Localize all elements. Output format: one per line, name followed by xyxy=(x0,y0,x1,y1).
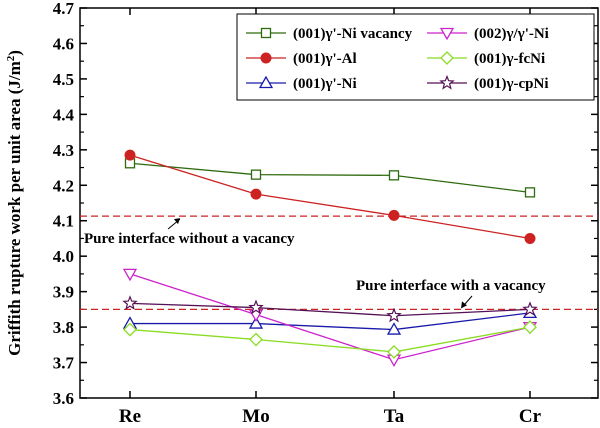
y-tick-label: 4.6 xyxy=(53,34,74,53)
legend-marker xyxy=(260,27,272,39)
legend-label: (001)γ'-Ni vacancy xyxy=(293,26,413,42)
legend-marker xyxy=(440,51,454,65)
data-point xyxy=(250,188,262,200)
legend-label: (001)γ'-Ni xyxy=(293,76,357,92)
legend-marker xyxy=(260,52,272,64)
data-point xyxy=(524,232,536,244)
y-tick-label: 3.8 xyxy=(53,318,74,337)
series-line xyxy=(129,302,531,317)
x-axis: Re Mo Ta Cr xyxy=(119,8,542,427)
data-point xyxy=(522,301,538,316)
annotation-arrowhead xyxy=(461,301,467,309)
legend-label: (002)γ/γ'-Ni xyxy=(474,26,549,42)
data-point xyxy=(386,307,402,323)
legend-label: (001)γ-fcNi xyxy=(474,51,545,67)
y-tick-label: 4.7 xyxy=(53,0,75,18)
legend: (001)γ'-Ni vacancy (001)γ'-Al (001)γ'-Ni (0… xyxy=(236,13,595,101)
data-point xyxy=(387,344,401,359)
reference-lines: Pure interface without a vacancy Pure int… xyxy=(80,215,598,311)
reference-label: Pure interface without a vacancy xyxy=(84,231,295,247)
legend-box xyxy=(236,13,595,101)
legend-marker xyxy=(258,75,274,89)
data-point xyxy=(249,332,263,347)
legend-label: (001)γ'-Al xyxy=(293,51,357,67)
data-point xyxy=(123,322,137,337)
data-point xyxy=(122,268,138,282)
data-point xyxy=(122,295,138,310)
y-tick-label: 4.2 xyxy=(53,176,74,195)
y-tick-label: 3.9 xyxy=(53,283,74,302)
y-tick-label: 4.0 xyxy=(53,247,74,266)
y-tick-label: 3.6 xyxy=(53,389,74,408)
y-axis: 3.6 3.7 3.8 3.9 4.0 4.1 4.2 4.3 4.4 4.5 4.6 4.7 xyxy=(53,0,598,408)
data-point xyxy=(388,209,400,221)
x-tick-label: Mo xyxy=(242,406,269,427)
data-point xyxy=(250,169,262,180)
series-group xyxy=(123,320,537,359)
y-tick-label: 4.1 xyxy=(53,212,74,231)
data-point xyxy=(523,320,537,335)
series-group xyxy=(122,295,538,323)
x-tick-label: Ta xyxy=(384,406,405,427)
data-point xyxy=(388,170,400,181)
data-point xyxy=(248,316,264,329)
series-group xyxy=(124,149,536,244)
data-point xyxy=(124,149,136,161)
y-tick-label: 4.3 xyxy=(53,141,74,160)
series-line xyxy=(129,273,531,361)
series-line xyxy=(129,154,531,240)
series-layer xyxy=(122,149,538,368)
legend-label: (001)γ-cpNi xyxy=(474,76,549,92)
reference-label: Pure interface with a vacancy xyxy=(356,278,546,294)
y-axis-label: Griffith rupture work per unit area (J/m… xyxy=(5,50,24,356)
y-tick-label: 3.7 xyxy=(53,354,75,373)
legend-marker xyxy=(439,27,455,41)
data-point xyxy=(248,299,264,315)
series-line xyxy=(129,326,531,353)
series-line xyxy=(129,162,531,194)
legend-marker xyxy=(439,74,455,90)
x-tick-label: Re xyxy=(119,406,141,427)
x-tick-label: Cr xyxy=(519,406,542,427)
annotation-arrowhead xyxy=(174,218,180,225)
y-tick-label: 4.4 xyxy=(53,105,75,124)
y-tick-label: 4.5 xyxy=(53,70,74,89)
data-point xyxy=(524,187,536,198)
series-line xyxy=(130,312,531,331)
data-point xyxy=(386,322,402,335)
series-group xyxy=(124,158,536,198)
